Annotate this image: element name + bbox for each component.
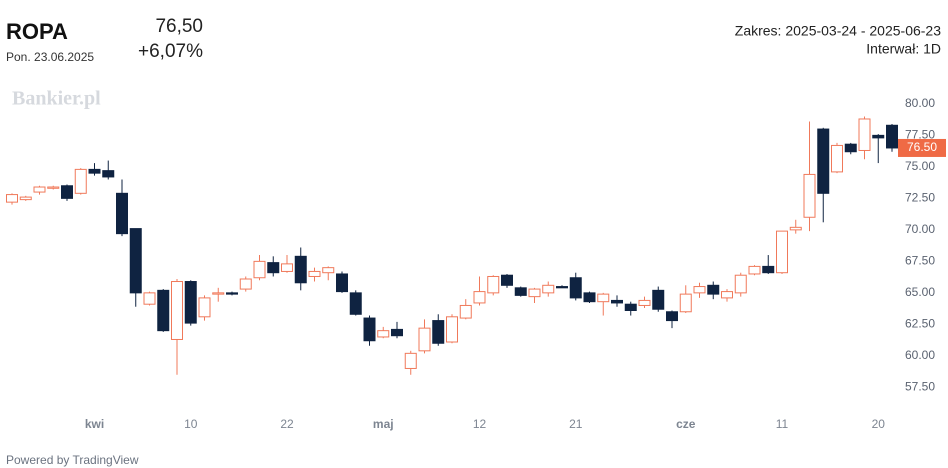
candle-body (308, 270, 321, 277)
candle-body (74, 168, 87, 194)
candle-body (652, 289, 665, 310)
candle-body (212, 292, 225, 295)
y-tick-label: 62.50 (905, 317, 935, 331)
footer: Powered by TradingView (6, 453, 139, 467)
candle-body (459, 304, 472, 319)
candle-body (47, 186, 60, 189)
candle-body (143, 292, 156, 305)
candle-body (418, 327, 431, 352)
candle-body (556, 286, 568, 289)
candle-body (734, 274, 747, 294)
candle-body (171, 281, 183, 340)
candle-body (583, 292, 596, 303)
candle-body (638, 299, 651, 306)
candle-body (789, 226, 802, 231)
candle-body (116, 192, 128, 235)
candle-body (88, 168, 101, 174)
candle-body (349, 292, 362, 315)
candle-body (844, 143, 857, 153)
y-tick-label: 60.00 (905, 348, 935, 362)
candle-body (281, 263, 293, 272)
candle-body (693, 286, 706, 294)
candle-body (831, 144, 843, 173)
candle-body (198, 297, 211, 318)
candle-body (19, 196, 32, 201)
y-tick-label: 65.00 (905, 285, 935, 299)
interval: Interwał: 1D (866, 41, 941, 57)
x-tick-label: 22 (280, 417, 294, 431)
y-tick-label: 80.00 (905, 96, 935, 110)
candle-body (336, 273, 348, 293)
candle-body (542, 284, 555, 294)
y-tick-label: 67.50 (905, 254, 935, 268)
x-tick-label: cze (676, 417, 696, 431)
candle-body (184, 281, 197, 324)
candle-body (253, 260, 266, 279)
candle-body (61, 185, 73, 199)
candle-body (858, 118, 871, 151)
candle-body (886, 124, 898, 149)
candle-body (666, 311, 678, 322)
candle-body (226, 292, 238, 295)
x-tick-label: 11 (776, 417, 789, 431)
candle-body (129, 228, 142, 294)
price: 76,50 (155, 16, 203, 37)
candle-body (33, 186, 46, 193)
watermark: Bankier.pl (12, 88, 101, 110)
candle-body (404, 352, 417, 369)
candle-body (157, 289, 170, 332)
candle-body (267, 262, 280, 274)
candle-body (569, 277, 582, 299)
y-tick-label: 70.00 (905, 222, 935, 236)
x-tick-label: kwi (85, 417, 104, 431)
change: +6,07% (138, 41, 203, 62)
symbol: ROPA (6, 19, 68, 44)
y-tick-label: 57.50 (905, 380, 935, 394)
candle-body (721, 291, 733, 299)
date: Pon. 23.06.2025 (6, 50, 94, 64)
candle-body (473, 291, 486, 304)
candle-body (363, 317, 376, 342)
candle-body (322, 267, 335, 274)
candle-body (679, 293, 692, 313)
candle-body (624, 303, 637, 312)
x-tick-label: 12 (473, 417, 487, 431)
candle-body (294, 255, 307, 284)
candle-body (391, 328, 403, 337)
candle-body (872, 134, 885, 139)
candle-body (432, 320, 445, 344)
x-tick-label: 20 (872, 417, 886, 431)
candle-body (102, 170, 115, 178)
y-tick-label: 77.50 (905, 128, 935, 142)
candle-body (501, 274, 513, 286)
last-price-label: 76.50 (907, 140, 937, 154)
x-tick-label: 21 (569, 417, 583, 431)
candle-body (611, 299, 623, 304)
candle-body (762, 265, 775, 274)
candle-body (446, 316, 458, 343)
candle-body (776, 230, 788, 274)
y-tick-label: 75.00 (905, 159, 935, 173)
y-tick-label: 72.50 (905, 191, 935, 205)
candle-body (528, 288, 541, 298)
candle-body (597, 293, 610, 303)
candle-body (239, 278, 252, 290)
candle-body (817, 128, 830, 194)
candle-body (487, 275, 500, 294)
candle-body (803, 173, 816, 218)
candle-body (514, 287, 527, 296)
candle-body (6, 194, 18, 203)
candle-body (377, 330, 390, 338)
candle-body (748, 265, 761, 275)
range: Zakres: 2025-03-24 - 2025-06-23 (735, 23, 941, 39)
candle-body (707, 284, 720, 295)
x-tick-label: maj (373, 417, 394, 431)
last-price-box (898, 138, 946, 157)
x-tick-label: 10 (184, 417, 198, 431)
